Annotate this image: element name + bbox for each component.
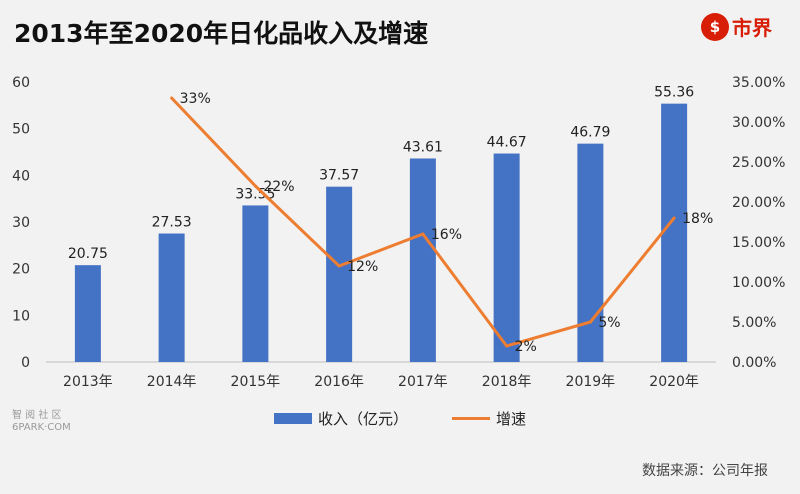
- growth-point: [170, 96, 174, 100]
- left-tick-label: 40: [12, 168, 30, 184]
- growth-point: [672, 216, 676, 220]
- growth-point: [337, 264, 341, 268]
- growth-value-label: 2%: [515, 339, 537, 355]
- brand-logo: $ 市界: [701, 12, 772, 41]
- legend-swatch-line: [452, 417, 490, 420]
- growth-point: [421, 232, 425, 236]
- growth-value-label: 5%: [598, 315, 620, 331]
- bar-value-label: 46.79: [570, 125, 610, 141]
- bar-value-label: 20.75: [68, 246, 108, 262]
- bar-value-label: 37.57: [319, 168, 359, 184]
- growth-point: [588, 320, 592, 324]
- growth-value-label: 12%: [347, 259, 378, 275]
- category-label: 2013年: [63, 374, 113, 390]
- growth-value-label: 18%: [682, 211, 713, 227]
- left-tick-label: 60: [12, 75, 30, 91]
- category-label: 2016年: [314, 374, 364, 390]
- growth-point: [253, 184, 257, 188]
- legend-label-line: 增速: [496, 410, 527, 428]
- bar: [242, 205, 269, 362]
- right-tick-label: 15.00%: [732, 235, 785, 251]
- legend: 收入（亿元） 增速: [0, 408, 800, 429]
- bar-value-label: 44.67: [487, 135, 527, 151]
- right-tick-label: 20.00%: [732, 195, 785, 211]
- watermark-line2: 6PARK·COM: [12, 422, 71, 433]
- bar-value-label: 55.36: [654, 85, 694, 101]
- category-label: 2018年: [482, 374, 532, 390]
- legend-swatch-bar: [273, 413, 312, 424]
- right-tick-label: 0.00%: [732, 355, 776, 371]
- source-note: 数据来源：公司年报: [642, 463, 768, 479]
- left-tick-label: 20: [12, 262, 30, 278]
- growth-point: [505, 344, 509, 348]
- right-tick-label: 35.00%: [732, 75, 785, 91]
- category-label: 2015年: [231, 374, 281, 390]
- legend-item-bar: 收入（亿元）: [273, 408, 408, 429]
- growth-value-label: 33%: [180, 91, 211, 107]
- bar: [493, 153, 520, 362]
- legend-item-line: 增速: [452, 408, 526, 429]
- category-label: 2020年: [649, 374, 699, 390]
- right-tick-label: 25.00%: [732, 155, 785, 171]
- bar: [661, 103, 688, 363]
- watermark: 智 阅 社 区 6PARK·COM: [12, 410, 71, 434]
- right-tick-label: 30.00%: [732, 115, 785, 131]
- bar-value-label: 43.61: [403, 139, 443, 155]
- left-tick-label: 30: [12, 215, 30, 231]
- legend-label-bar: 收入（亿元）: [317, 410, 408, 428]
- category-label: 2017年: [398, 374, 448, 390]
- category-label: 2014年: [147, 374, 197, 390]
- bar-value-label: 27.53: [152, 215, 192, 231]
- category-label: 2019年: [566, 374, 616, 390]
- bar: [74, 265, 101, 362]
- chart-title: 2013年至2020年日化品收入及增速: [14, 19, 429, 48]
- left-tick-label: 50: [12, 122, 30, 138]
- shi-logo-icon: $: [701, 12, 729, 41]
- watermark-line1: 智 阅 社 区: [12, 410, 62, 421]
- bar-value-label: 33.55: [235, 186, 275, 202]
- bar: [326, 186, 353, 362]
- left-tick-label: 0: [21, 355, 30, 371]
- bar: [158, 233, 185, 362]
- growth-value-label: 16%: [431, 227, 462, 243]
- left-tick-label: 10: [12, 308, 30, 324]
- right-tick-label: 5.00%: [732, 315, 776, 331]
- bar: [409, 158, 436, 362]
- right-tick-label: 10.00%: [732, 275, 785, 291]
- brand-name: 市界: [732, 16, 772, 40]
- growth-value-label: 22%: [263, 179, 294, 195]
